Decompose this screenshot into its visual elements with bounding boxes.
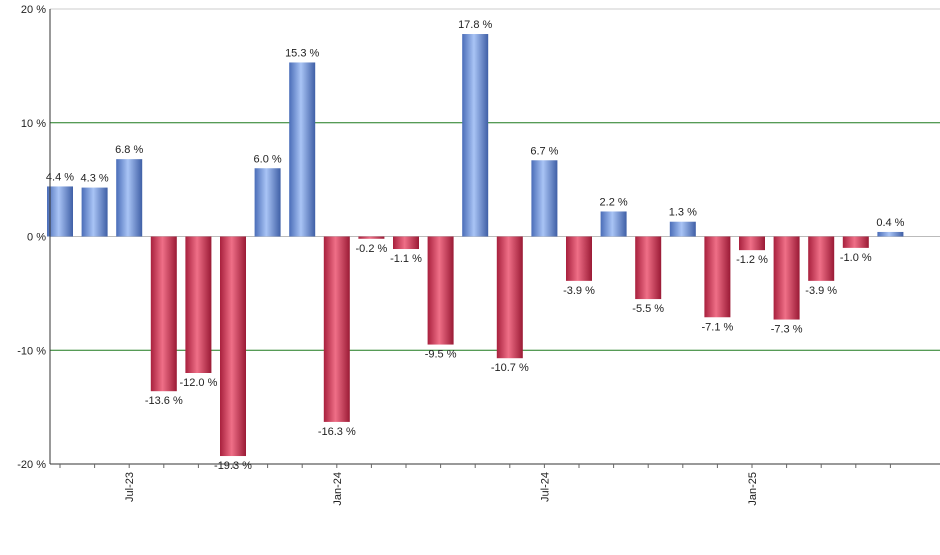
bar [531, 160, 558, 237]
data-label: -1.2 % [736, 254, 768, 266]
data-label: -3.9 % [805, 285, 837, 297]
data-label: 4.4 % [46, 171, 74, 183]
grid-layer [50, 8, 940, 465]
bar [808, 236, 835, 281]
y-tick-label: -20 % [17, 459, 46, 471]
bar [323, 236, 350, 422]
data-label: 17.8 % [458, 19, 492, 31]
data-label: -0.2 % [356, 243, 388, 255]
data-label: -5.5 % [632, 303, 664, 315]
axes-layer [49, 9, 940, 468]
data-label: 4.3 % [81, 173, 109, 185]
data-label: -3.9 % [563, 285, 595, 297]
bar [635, 236, 662, 300]
bar [462, 34, 489, 237]
data-label: -1.0 % [840, 252, 872, 264]
bar [669, 221, 696, 237]
data-label: 6.8 % [115, 144, 143, 156]
bar [877, 231, 904, 237]
bar [566, 236, 592, 281]
bar [842, 236, 869, 248]
data-label: -16.3 % [318, 426, 356, 438]
bar [739, 236, 765, 251]
data-label: 1.3 % [669, 207, 697, 219]
data-label: -12.0 % [179, 377, 217, 389]
bar [220, 236, 246, 457]
bar [427, 236, 454, 345]
data-label: -9.5 % [425, 349, 457, 361]
bar [496, 236, 523, 359]
bars-layer [47, 34, 904, 457]
bar [116, 159, 143, 237]
data-label: 15.3 % [285, 47, 319, 59]
bar [773, 236, 800, 320]
bar [81, 187, 108, 237]
bar [358, 236, 385, 239]
y-tick-label: 10 % [21, 118, 46, 130]
y-tick-label: -10 % [17, 345, 46, 357]
data-label: 6.7 % [530, 145, 558, 157]
bar [254, 168, 281, 237]
bar [185, 236, 212, 373]
x-tick-label: Jan-25 [747, 472, 759, 506]
x-tick-label: Jul-24 [539, 472, 551, 502]
x-tick-label: Jan-24 [332, 472, 344, 506]
y-tick-label: 20 % [21, 4, 46, 16]
bar [600, 211, 627, 237]
labels-layer: 20 % 10 % 0 % -10 % -20 % 4.4 % 4.3 % 6.8 % -13.… [17, 4, 904, 506]
bar [47, 186, 73, 237]
data-label: 2.2 % [600, 196, 628, 208]
bar [289, 62, 316, 237]
data-label: -19.3 % [214, 460, 252, 472]
data-label: -7.3 % [771, 324, 803, 336]
data-label: -10.7 % [491, 362, 529, 374]
data-label: -13.6 % [145, 395, 183, 407]
bar [150, 236, 177, 392]
bar [393, 236, 419, 250]
bar [704, 236, 731, 318]
data-label: -1.1 % [390, 253, 422, 265]
data-label: 6.0 % [254, 153, 282, 165]
x-tick-label: Jul-23 [124, 472, 136, 502]
data-label: -7.1 % [702, 321, 734, 333]
data-label: 0.4 % [876, 217, 904, 229]
y-tick-label: 0 % [27, 232, 46, 244]
